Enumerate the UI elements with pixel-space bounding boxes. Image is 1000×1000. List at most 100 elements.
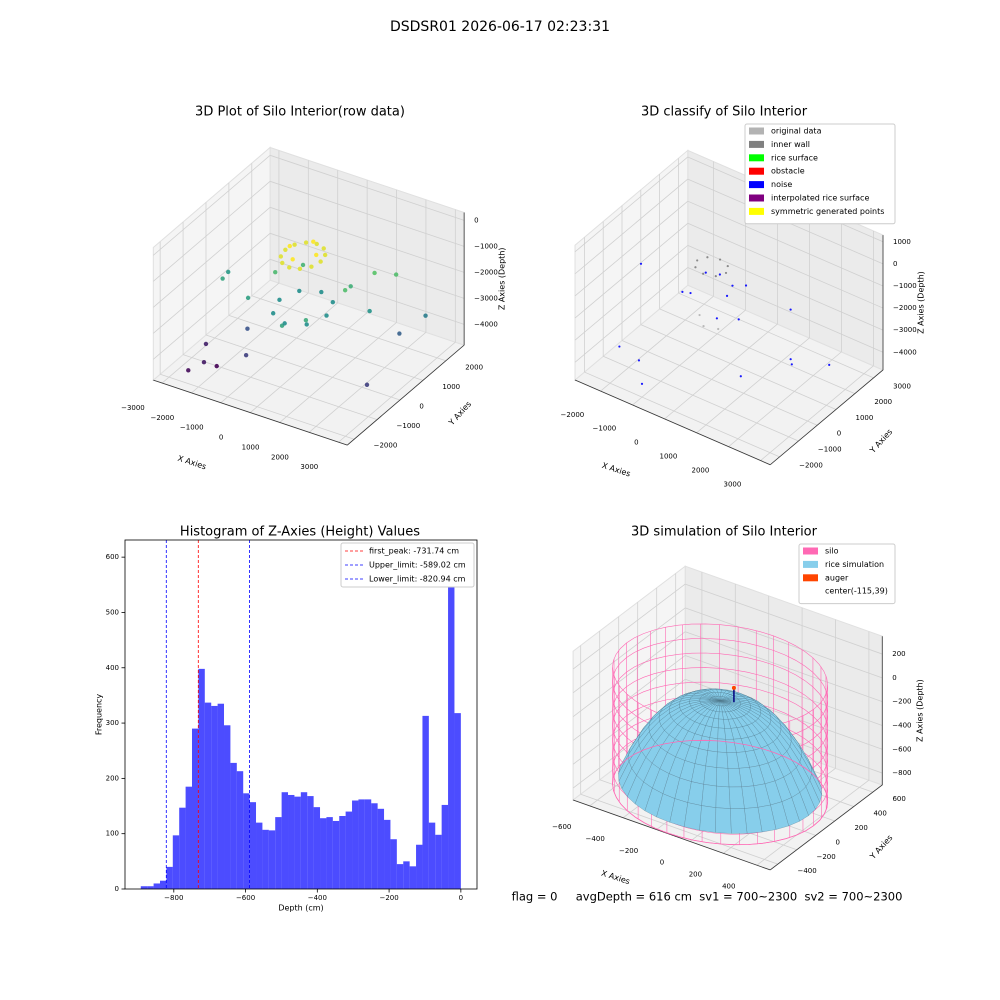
x-tick-label: 2000 bbox=[691, 466, 709, 474]
legend-box bbox=[798, 543, 896, 605]
grid-line bbox=[153, 259, 271, 360]
bar bbox=[390, 839, 397, 889]
bar bbox=[224, 725, 231, 889]
point bbox=[304, 322, 309, 327]
point bbox=[715, 317, 718, 320]
z-tick-label: −600 bbox=[892, 745, 911, 753]
y-tick-label: −400 bbox=[797, 867, 816, 875]
bar bbox=[454, 713, 461, 889]
bar bbox=[217, 703, 225, 889]
grid-line bbox=[153, 181, 271, 282]
y-tick-label: 1000 bbox=[442, 383, 460, 391]
grid-line bbox=[220, 302, 338, 404]
bar bbox=[275, 817, 282, 889]
point bbox=[717, 327, 720, 331]
axis-line bbox=[769, 784, 883, 871]
point bbox=[303, 318, 309, 323]
bar bbox=[249, 802, 257, 889]
pane-left bbox=[152, 146, 271, 382]
point bbox=[718, 273, 721, 276]
bar bbox=[320, 818, 327, 889]
point bbox=[696, 259, 699, 262]
grid-line bbox=[279, 322, 397, 423]
x-tick-label: −1000 bbox=[593, 425, 617, 433]
grid-line bbox=[160, 373, 355, 440]
grid-line bbox=[250, 312, 368, 413]
point bbox=[689, 291, 692, 295]
auger-head bbox=[731, 685, 736, 690]
grid-line bbox=[760, 365, 874, 461]
bar bbox=[236, 771, 244, 889]
point bbox=[280, 260, 285, 266]
point bbox=[698, 313, 701, 317]
grid-line bbox=[640, 324, 837, 410]
rice-surface bbox=[716, 751, 729, 769]
grid-line bbox=[153, 233, 271, 334]
grid-line bbox=[659, 308, 855, 395]
point bbox=[704, 271, 707, 274]
point bbox=[243, 352, 249, 358]
point bbox=[789, 308, 792, 311]
legend-label: rice surface bbox=[771, 153, 818, 162]
x-tick-label: −400 bbox=[308, 894, 327, 902]
y-tick-label: 600 bbox=[892, 795, 905, 803]
point bbox=[702, 325, 705, 328]
grid-line bbox=[728, 351, 842, 447]
grid-line bbox=[574, 267, 689, 363]
footer: flag = 0 avgDepth = 616 cm sv1 = 700~230… bbox=[512, 890, 903, 904]
bar bbox=[147, 886, 154, 889]
legend-swatch bbox=[749, 194, 764, 202]
x-tick-label: −600 bbox=[236, 894, 255, 902]
bar bbox=[313, 807, 321, 889]
bar bbox=[211, 705, 218, 889]
grid-line bbox=[574, 200, 689, 297]
grid-line bbox=[153, 207, 271, 308]
point bbox=[618, 345, 621, 348]
point bbox=[283, 247, 288, 252]
point bbox=[744, 284, 748, 287]
point bbox=[245, 295, 251, 301]
y-tick-label: 2000 bbox=[465, 363, 483, 371]
bar bbox=[307, 796, 314, 889]
y-tick-label: 400 bbox=[106, 664, 119, 672]
point bbox=[292, 242, 297, 247]
grid-line bbox=[685, 631, 883, 703]
bar bbox=[172, 835, 180, 889]
point bbox=[364, 382, 370, 387]
point bbox=[637, 359, 641, 362]
rice-surface bbox=[705, 750, 718, 768]
grid-line bbox=[191, 292, 309, 394]
x-tick-label: 0 bbox=[459, 894, 463, 902]
bar bbox=[422, 715, 429, 889]
z-tick-label: −4000 bbox=[474, 320, 498, 328]
z-tick-label: −4000 bbox=[893, 348, 917, 356]
y-tick-label: −200 bbox=[816, 853, 835, 861]
legend-swatch bbox=[803, 547, 818, 555]
bar bbox=[256, 822, 263, 889]
x-tick-label: 0 bbox=[634, 439, 638, 447]
point bbox=[309, 264, 314, 269]
point bbox=[270, 311, 276, 316]
rice-surface bbox=[730, 808, 748, 834]
grid-line bbox=[685, 607, 883, 679]
point bbox=[330, 299, 336, 305]
y-tick-label: −2000 bbox=[799, 461, 823, 469]
point bbox=[245, 326, 250, 331]
y-tick-label: 600 bbox=[106, 553, 119, 561]
point bbox=[287, 243, 292, 249]
grid-line bbox=[664, 323, 778, 420]
grid-line bbox=[251, 295, 446, 362]
rice-surface bbox=[715, 807, 732, 834]
y-tick-label: 0 bbox=[835, 838, 839, 846]
x-tick-label: 1000 bbox=[659, 452, 677, 460]
bar bbox=[326, 817, 333, 889]
grid-line bbox=[338, 341, 456, 443]
legend-label: auger bbox=[825, 573, 849, 582]
z-tick-label: −800 bbox=[892, 769, 911, 777]
grid-line bbox=[269, 180, 465, 247]
grid-line bbox=[572, 583, 686, 670]
bar bbox=[204, 702, 212, 889]
point bbox=[731, 284, 734, 287]
axis-line bbox=[153, 379, 348, 446]
